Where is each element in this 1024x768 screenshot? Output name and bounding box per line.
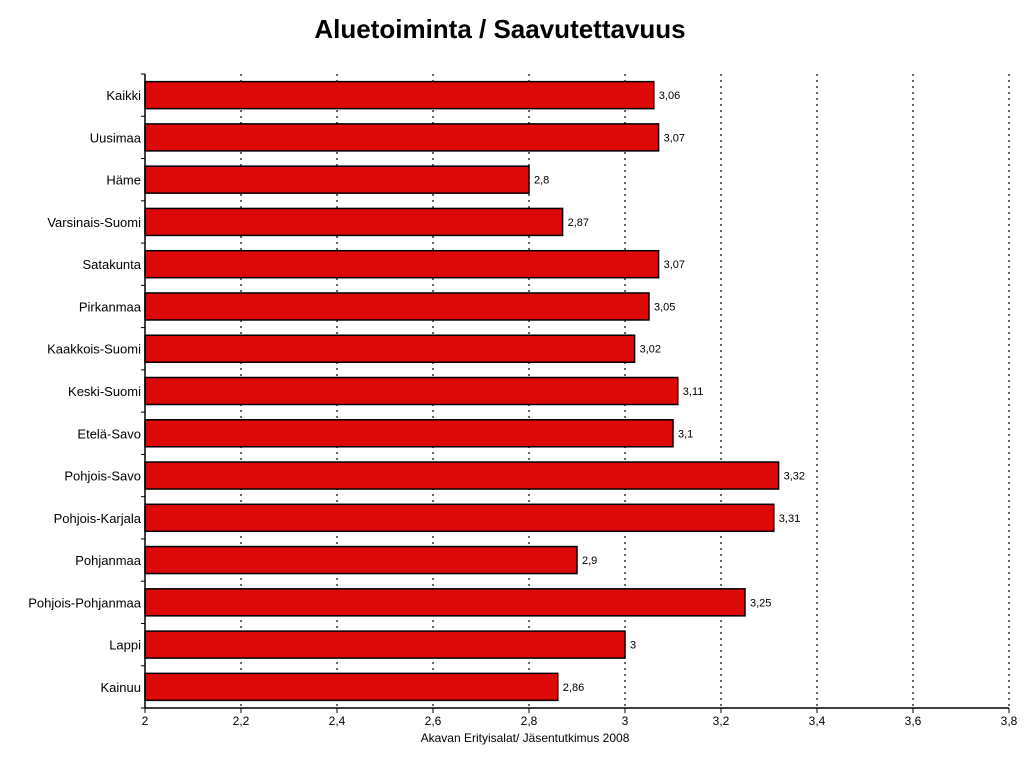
x-tick-label: 3,4 [809, 714, 826, 728]
bar [144, 503, 775, 533]
bar [144, 292, 650, 321]
x-tick-label: 3 [622, 714, 629, 728]
category-label: Etelä-Savo [77, 426, 141, 441]
x-tick-label: 2,6 [425, 714, 442, 728]
data-label: 2,86 [563, 682, 584, 694]
category-label: Varsinais-Suomi [47, 215, 141, 230]
category-label: Pohjanmaa [75, 553, 142, 568]
data-label: 2,8 [534, 175, 549, 187]
bar [144, 165, 530, 194]
data-label: 3,11 [683, 386, 704, 398]
bar [144, 545, 578, 575]
category-label: Pohjois-Savo [64, 469, 141, 484]
bar [144, 334, 636, 363]
data-label: 3,06 [659, 90, 680, 102]
bar [144, 123, 660, 152]
category-label: Kaakkois-Suomi [47, 342, 141, 357]
data-label: 3,1 [678, 428, 693, 440]
data-label: 2,87 [568, 217, 589, 229]
bar [144, 207, 564, 237]
category-label: Keski-Suomi [68, 384, 141, 399]
category-label: Uusimaa [90, 130, 142, 145]
bar [144, 672, 559, 702]
data-label: 3,07 [664, 132, 685, 144]
x-tick-label: 2 [142, 714, 149, 728]
bar [144, 249, 660, 279]
x-tick-label: 3,2 [713, 714, 730, 728]
category-label: Lappi [109, 638, 141, 653]
data-label: 3 [630, 640, 636, 652]
data-label: 3,07 [664, 259, 685, 271]
data-label: 3,31 [779, 513, 800, 525]
bar [144, 376, 679, 406]
category-label: Kaikki [106, 88, 141, 103]
category-label: Satakunta [82, 257, 141, 272]
data-label: 2,9 [582, 555, 597, 567]
chart-title: Aluetoiminta / Saavutettavuus [314, 14, 686, 44]
bar [144, 461, 780, 490]
category-label: Pohjois-Pohjanmaa [28, 595, 142, 610]
data-label: 3,32 [784, 471, 805, 483]
bar [144, 419, 674, 448]
chart-footnote: Akavan Erityisalat/ Jäsentutkimus 2008 [420, 731, 630, 745]
data-label: 3,25 [750, 597, 771, 609]
data-label: 3,05 [654, 301, 675, 313]
x-tick-label: 2,2 [233, 714, 250, 728]
bar [144, 80, 655, 110]
category-label: Pirkanmaa [79, 299, 142, 314]
bar [144, 588, 746, 617]
x-tick-label: 3,8 [1001, 714, 1018, 728]
bar [144, 630, 626, 659]
category-label: Pohjois-Karjala [54, 511, 142, 526]
category-label: Kainuu [101, 680, 141, 695]
x-tick-label: 3,6 [905, 714, 922, 728]
x-tick-label: 2,8 [521, 714, 538, 728]
data-label: 3,02 [640, 344, 661, 356]
x-tick-label: 2,4 [329, 714, 346, 728]
category-label: Häme [106, 173, 141, 188]
